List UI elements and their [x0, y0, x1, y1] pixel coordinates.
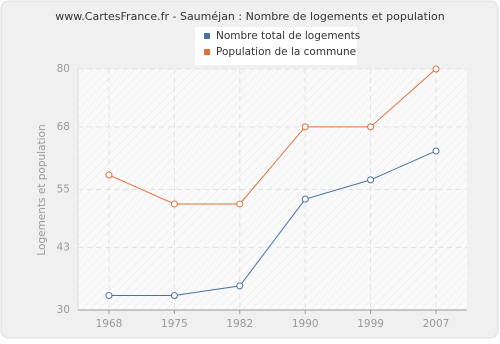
x-tick-label: 1975 [161, 318, 188, 330]
series-line [108, 68, 437, 205]
legend-label: Nombre total de logements [216, 30, 360, 42]
data-point [432, 147, 440, 155]
y-axis-label: Logements et population [36, 124, 48, 255]
series-line [109, 150, 437, 297]
chart-title: www.CartesFrance.fr - Sauméjan : Nombre … [55, 10, 444, 23]
legend [195, 27, 357, 65]
y-tick-label: 30 [57, 304, 70, 316]
data-point [236, 282, 244, 290]
y-tick-label: 80 [57, 63, 70, 75]
data-point [367, 123, 375, 131]
y-tick-label: 43 [57, 241, 70, 253]
x-tick-label: 1990 [292, 318, 319, 330]
data-point [301, 123, 309, 131]
y-tick-label: 68 [57, 121, 70, 133]
y-tick-label: 55 [57, 184, 70, 196]
data-point [367, 176, 375, 184]
data-point [105, 292, 113, 300]
x-tick-label: 1968 [96, 318, 123, 330]
x-tick-label: 1982 [226, 318, 253, 330]
data-point [301, 195, 309, 203]
legend-swatch [204, 33, 210, 39]
data-point [105, 171, 113, 179]
data-point [432, 65, 440, 73]
x-tick-label: 1999 [357, 318, 384, 330]
legend-label: Population de la commune [216, 46, 356, 58]
legend-swatch [204, 49, 210, 55]
data-point [170, 200, 178, 208]
x-tick-label: 2007 [423, 318, 450, 330]
data-point [236, 200, 244, 208]
data-point [170, 292, 178, 300]
